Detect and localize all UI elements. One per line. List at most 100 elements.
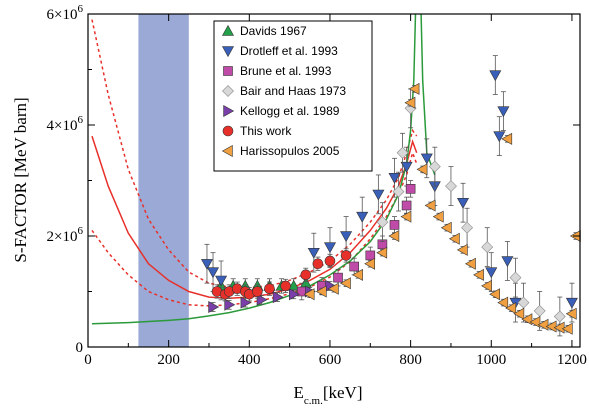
data-point <box>405 184 416 194</box>
x-tick-label: 400 <box>238 352 261 368</box>
data-point <box>400 210 412 223</box>
x-tick-label: 600 <box>319 352 342 368</box>
data-point <box>456 243 468 256</box>
y-axis-title: S-FACTOR [MeV barn] <box>11 97 30 262</box>
data-point <box>485 267 498 279</box>
data-point <box>376 216 389 229</box>
data-point <box>272 291 284 304</box>
data-point <box>400 161 413 173</box>
data-point <box>323 242 337 254</box>
data-point <box>307 248 320 259</box>
data-point <box>224 298 236 311</box>
data-point <box>349 261 359 272</box>
y-tick-mantissa: 6×10 <box>47 7 78 23</box>
x-axis-title: Ec.m.[keV] <box>294 383 363 407</box>
data-point <box>315 285 327 298</box>
model-curve-1 <box>91 19 418 289</box>
data-point <box>365 250 376 261</box>
data-point <box>424 199 436 212</box>
data-point <box>565 307 577 320</box>
shaded-band <box>138 14 189 347</box>
data-point <box>505 302 517 315</box>
y-tick-exponent: 6 <box>78 3 84 15</box>
data-point <box>416 163 428 176</box>
data-point <box>300 269 312 281</box>
data-point <box>280 280 291 292</box>
data-point <box>464 257 476 270</box>
series-bair-and-haas-1973 <box>376 88 566 337</box>
legend-label: Kellogg et al. 1989 <box>240 104 340 118</box>
shaded-band-layer <box>138 14 189 347</box>
y-tick-mantissa: 4×10 <box>47 118 78 134</box>
data-point <box>389 220 400 230</box>
model-curve-4 <box>420 13 436 176</box>
data-point <box>461 221 474 234</box>
legend-marker <box>221 46 235 58</box>
data-point <box>327 282 339 295</box>
data-point <box>364 257 376 270</box>
data-point <box>401 200 412 211</box>
legend-marker <box>222 85 234 97</box>
data-point <box>537 318 549 331</box>
data-point <box>497 296 509 309</box>
series-drotleff-et-al-1993 <box>200 55 578 323</box>
data-point <box>529 315 541 329</box>
x-axis-title-unit: [keV] <box>323 383 363 402</box>
data-point <box>200 259 214 270</box>
data-point <box>440 221 452 234</box>
x-axis-title-sub: c.m. <box>304 395 323 407</box>
legend-label: Bair and Haas 1973 <box>240 84 346 98</box>
data-point <box>256 293 268 306</box>
y-tick-label: 0 <box>76 340 84 356</box>
legend-marker <box>223 66 233 76</box>
legend-label: Davids 1967 <box>240 24 307 38</box>
data-point <box>208 300 220 314</box>
data-point <box>432 210 444 223</box>
data-point-layer <box>200 55 581 337</box>
data-point <box>428 160 441 173</box>
data-point <box>445 180 457 193</box>
legend-label: Harissopulos 2005 <box>240 144 340 158</box>
data-point <box>404 96 416 109</box>
data-point <box>312 258 324 270</box>
data-point <box>288 288 300 301</box>
x-tick-label: 1000 <box>476 352 506 368</box>
data-point <box>408 82 420 95</box>
legend-box <box>213 20 373 172</box>
y-tick-exponent: 6 <box>78 225 84 237</box>
x-tick-label: 200 <box>157 352 180 368</box>
legend-marker <box>221 24 235 36</box>
y-tick-label: 4×106 <box>47 114 84 134</box>
data-point <box>340 231 353 243</box>
data-point <box>356 211 369 223</box>
data-point <box>396 146 409 159</box>
data-point <box>215 275 228 287</box>
series-harissopulos-2005 <box>303 82 581 335</box>
series-this-work <box>211 248 352 302</box>
data-point <box>376 246 388 259</box>
y-tick-exponent: 6 <box>78 114 84 126</box>
data-point <box>206 267 220 279</box>
data-point <box>240 296 252 309</box>
data-point <box>392 185 405 198</box>
y-tick-label: 2×106 <box>47 225 84 245</box>
data-point <box>420 153 433 165</box>
data-point <box>489 70 502 82</box>
data-point <box>333 272 343 283</box>
data-point <box>493 131 506 143</box>
data-point <box>553 310 566 323</box>
data-point <box>489 288 501 301</box>
x-tick-label: 0 <box>84 352 92 368</box>
data-point <box>448 232 460 245</box>
legend-marker <box>221 144 233 158</box>
data-point <box>481 241 494 254</box>
legend-label: This work <box>240 124 292 138</box>
data-point <box>456 198 470 209</box>
data-point <box>372 189 385 201</box>
data-point <box>481 279 492 292</box>
data-point <box>509 271 522 284</box>
y-tick-label: 6×106 <box>47 3 84 23</box>
data-point <box>340 250 352 261</box>
